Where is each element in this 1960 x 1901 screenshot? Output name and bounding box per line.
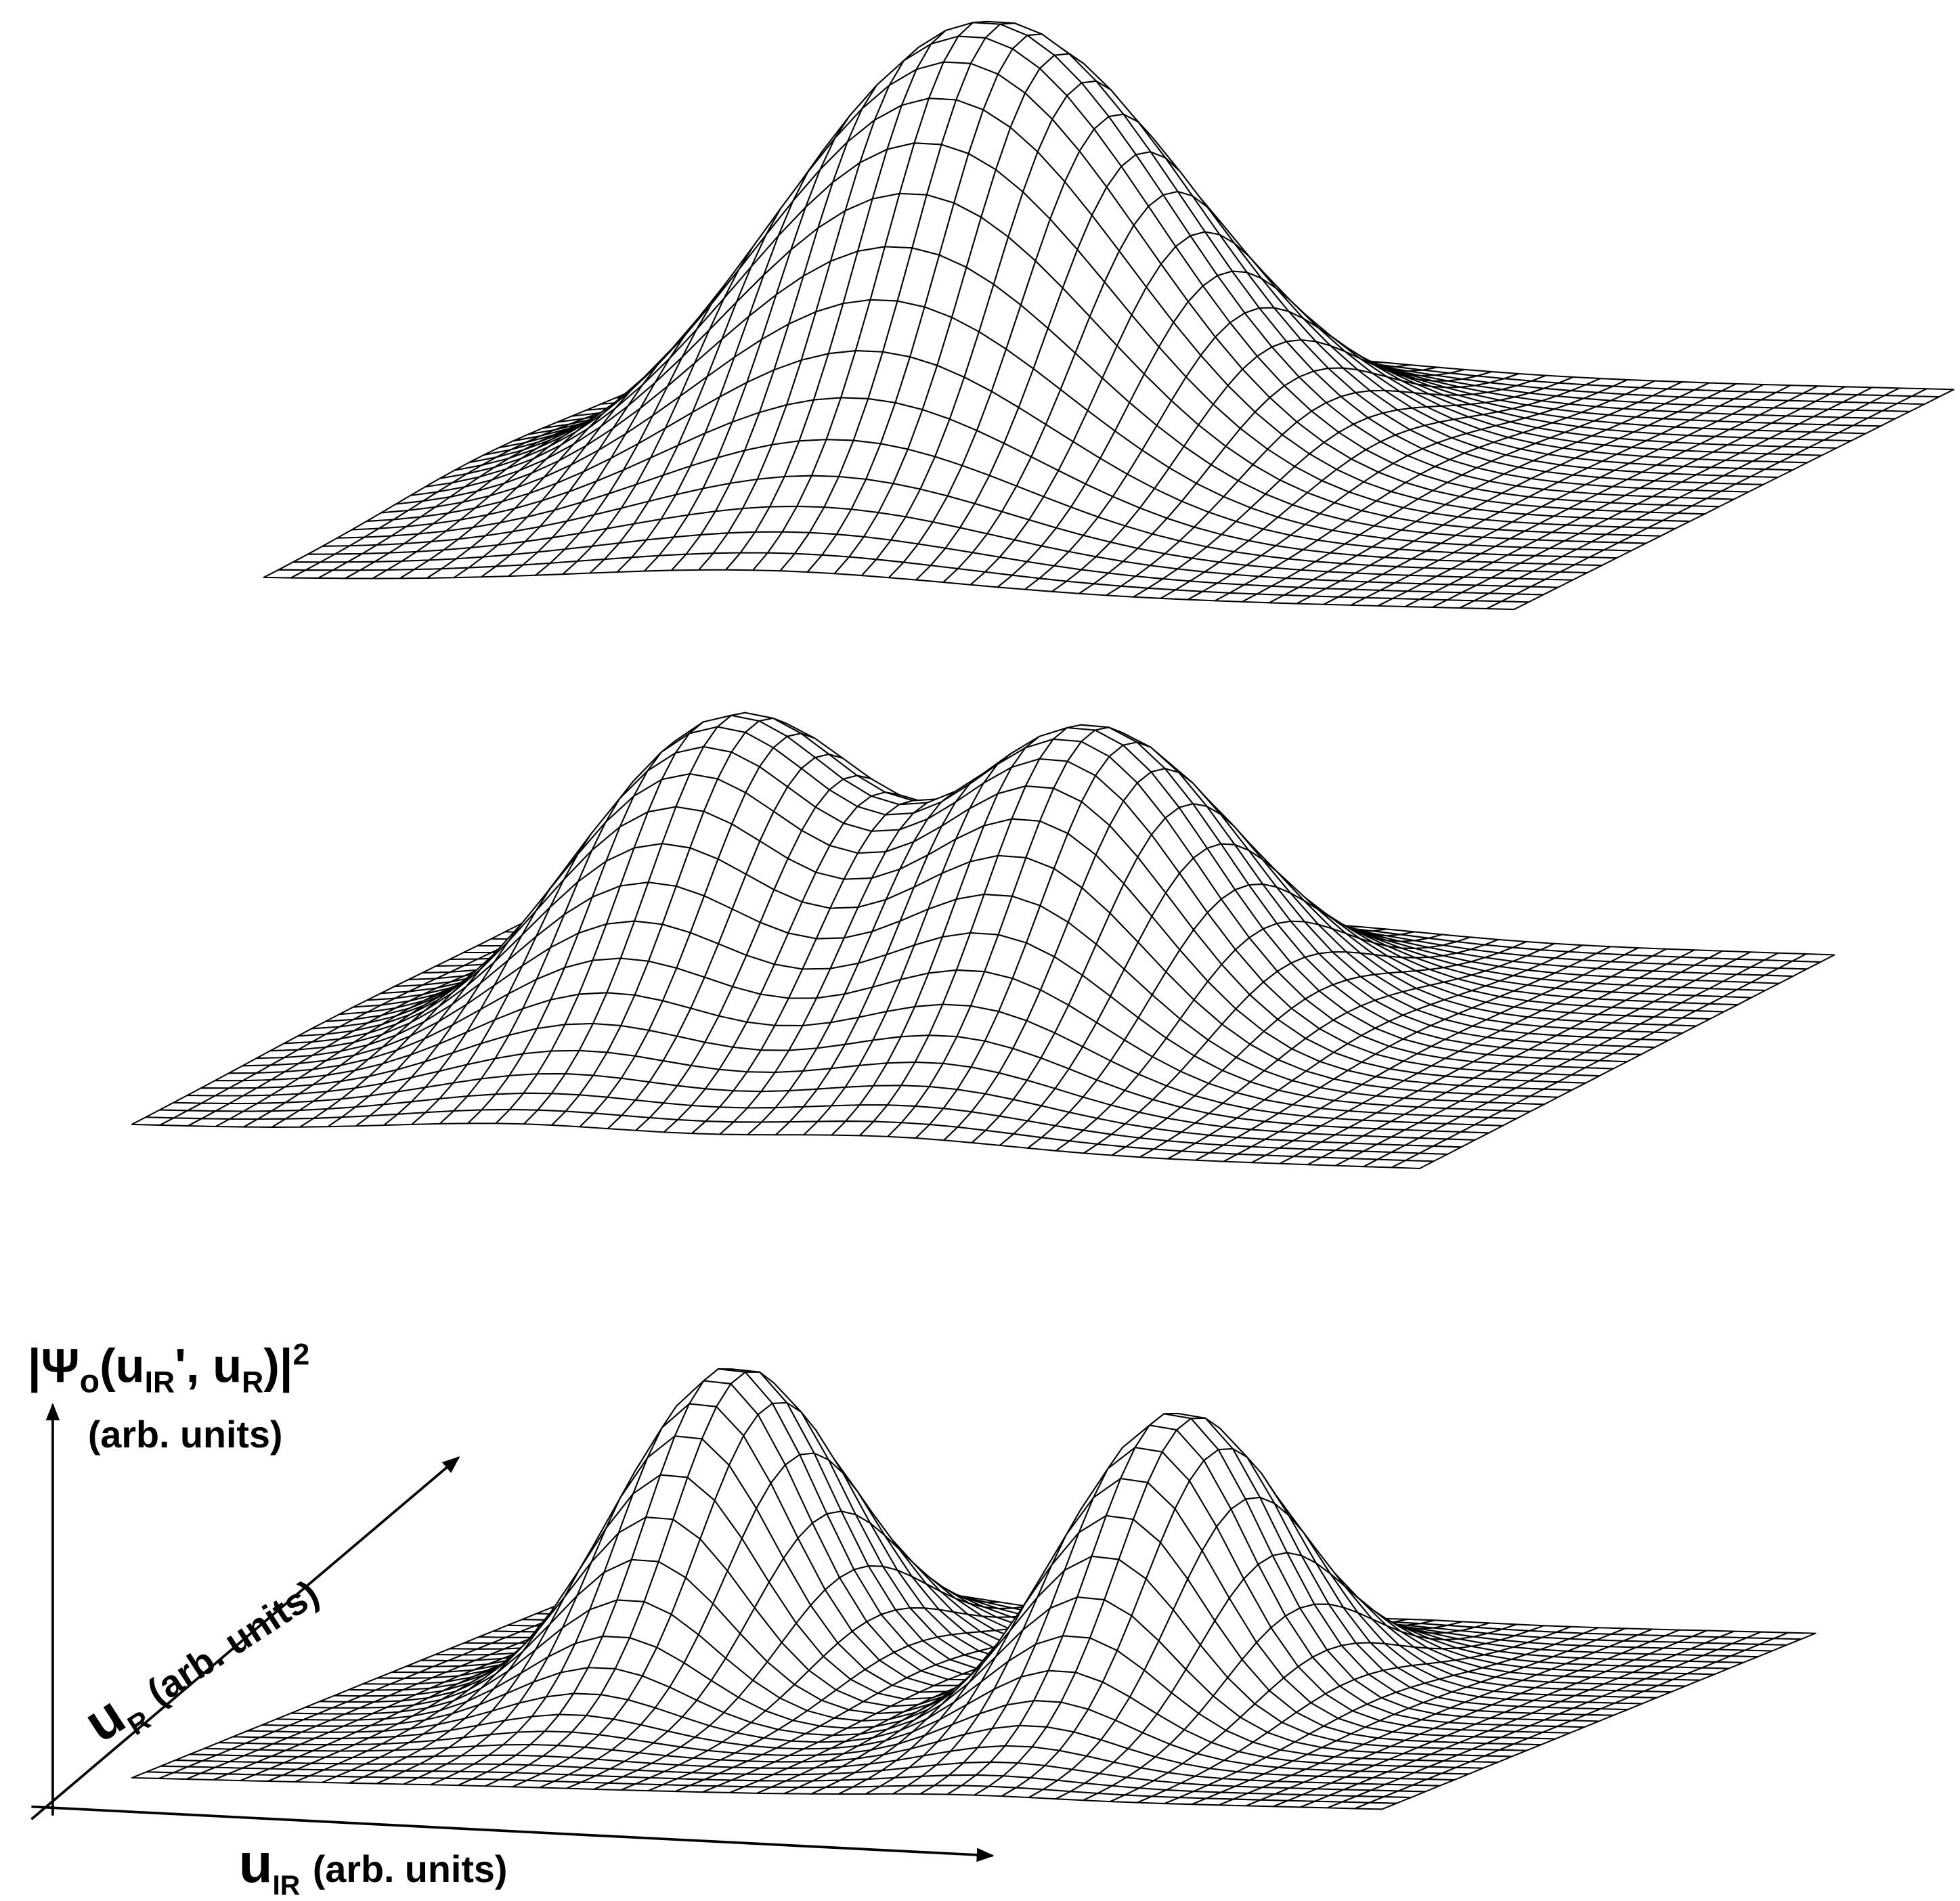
ir-units: (arb. units): [313, 1848, 508, 1890]
ir-label: uIR (arb. units): [239, 1833, 508, 1901]
r-units: (arb. units): [139, 1572, 326, 1713]
z-sep: ', u: [175, 1338, 242, 1392]
surface-mesh: [131, 1368, 1816, 1810]
z-open-sub: o: [80, 1363, 100, 1399]
ir-axis: [31, 1805, 995, 1862]
ir-sub: IR: [272, 1870, 300, 1901]
z-paren: (u: [100, 1338, 145, 1392]
z-open: |Ψ: [28, 1338, 80, 1393]
z-second-sub: R: [242, 1365, 263, 1399]
surfaces: [131, 20, 1955, 1810]
surface-mesh: [131, 712, 1835, 1169]
ir-symbol: u: [239, 1833, 273, 1894]
surface-mesh: [263, 20, 1955, 611]
z-axis-label: |Ψo(uIR', uR)|2: [28, 1338, 309, 1399]
z-first-sub: IR: [145, 1365, 175, 1399]
mesh-cell: [1486, 600, 1529, 611]
z-power: 2: [293, 1338, 310, 1371]
z-units: (arb. units): [88, 1414, 283, 1456]
z-close: )|: [263, 1338, 292, 1393]
